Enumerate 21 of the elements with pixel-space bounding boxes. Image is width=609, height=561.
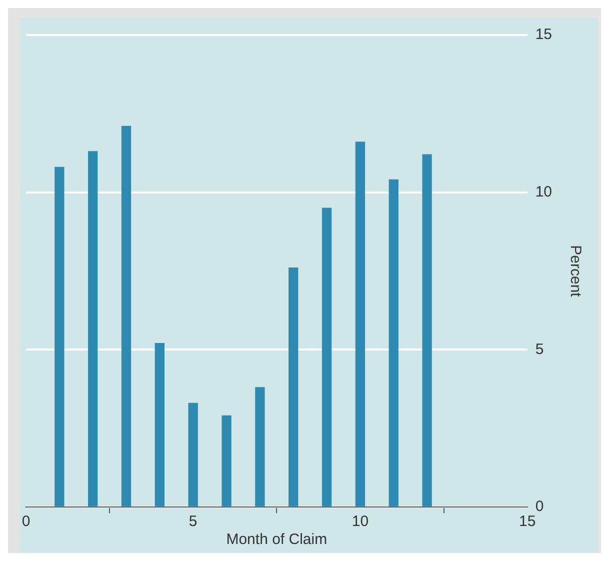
y-tick-label: 15 (535, 26, 552, 44)
bar (288, 268, 298, 506)
bar (88, 151, 98, 506)
bar (154, 343, 165, 506)
x-axis-title: Month of Claim (226, 531, 328, 548)
x-tick-label: 10 (352, 513, 369, 530)
y-tick-label: 0 (535, 498, 544, 516)
bar (422, 154, 432, 506)
bar (54, 166, 64, 506)
y-tick-label: 10 (535, 183, 552, 200)
y-tick-label: 5 (535, 340, 544, 358)
x-tick-label: 0 (22, 513, 30, 530)
bar (222, 415, 232, 506)
bar (388, 179, 398, 506)
bar (322, 208, 332, 506)
y-axis-title: Percent (566, 245, 584, 298)
bar (255, 387, 265, 506)
bar (121, 126, 132, 506)
bar (355, 142, 366, 506)
bar (188, 402, 198, 506)
x-tick-label: 5 (188, 513, 198, 530)
